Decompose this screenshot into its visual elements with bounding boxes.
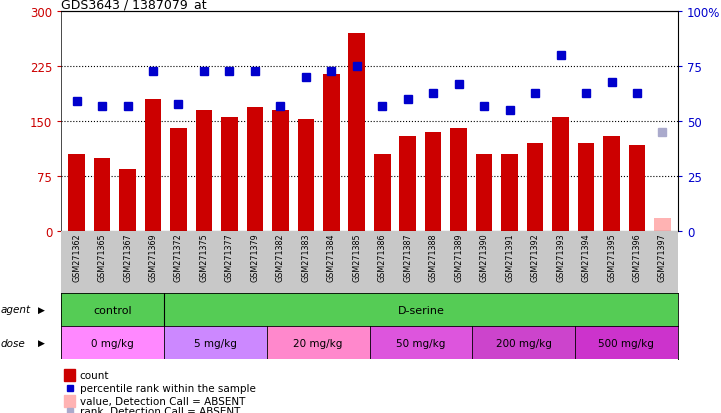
Text: GSM271396: GSM271396 <box>632 233 642 282</box>
Text: 0 mg/kg: 0 mg/kg <box>92 338 134 348</box>
Bar <box>575 326 678 359</box>
Bar <box>164 326 267 359</box>
Bar <box>629 145 645 231</box>
Bar <box>374 154 391 231</box>
Bar <box>472 326 575 359</box>
Text: GSM271362: GSM271362 <box>72 233 81 282</box>
Bar <box>94 158 110 231</box>
Text: control: control <box>93 305 132 315</box>
Text: GSM271392: GSM271392 <box>531 233 539 282</box>
Text: 200 mg/kg: 200 mg/kg <box>496 338 552 348</box>
Bar <box>654 218 671 231</box>
Text: GSM271369: GSM271369 <box>149 233 157 282</box>
Text: 20 mg/kg: 20 mg/kg <box>293 338 342 348</box>
Text: ▶: ▶ <box>37 305 45 314</box>
Bar <box>68 154 85 231</box>
Bar <box>61 326 164 359</box>
Text: GSM271372: GSM271372 <box>174 233 183 282</box>
Bar <box>476 154 492 231</box>
Text: GDS3643 / 1387079_at: GDS3643 / 1387079_at <box>61 0 207 11</box>
Bar <box>119 169 136 231</box>
Text: dose: dose <box>1 338 25 348</box>
Text: GSM271389: GSM271389 <box>454 233 463 282</box>
Text: rank, Detection Call = ABSENT: rank, Detection Call = ABSENT <box>80 406 240 413</box>
Text: GSM271367: GSM271367 <box>123 233 132 282</box>
Text: GSM271382: GSM271382 <box>276 233 285 282</box>
Bar <box>578 144 594 231</box>
Text: GSM271379: GSM271379 <box>250 233 260 282</box>
Text: 5 mg/kg: 5 mg/kg <box>194 338 236 348</box>
Text: ▶: ▶ <box>37 338 45 347</box>
Text: 50 mg/kg: 50 mg/kg <box>397 338 446 348</box>
Text: GSM271390: GSM271390 <box>479 233 489 282</box>
Text: GSM271387: GSM271387 <box>403 233 412 282</box>
Bar <box>64 369 76 381</box>
Text: 500 mg/kg: 500 mg/kg <box>598 338 654 348</box>
Bar <box>195 111 212 231</box>
Bar <box>348 34 365 231</box>
Bar <box>298 120 314 231</box>
Bar <box>323 74 340 231</box>
Text: GSM271395: GSM271395 <box>607 233 616 282</box>
Bar <box>603 136 620 231</box>
Text: GSM271365: GSM271365 <box>97 233 107 282</box>
Bar <box>552 118 569 231</box>
Bar <box>64 395 76 406</box>
Text: GSM271394: GSM271394 <box>582 233 590 282</box>
Text: GSM271391: GSM271391 <box>505 233 514 282</box>
Text: GSM271384: GSM271384 <box>327 233 336 282</box>
Bar <box>425 133 441 231</box>
Text: GSM271393: GSM271393 <box>556 233 565 282</box>
Bar <box>527 144 544 231</box>
Text: GSM271375: GSM271375 <box>200 233 208 282</box>
Text: agent: agent <box>1 305 31 315</box>
Text: D-serine: D-serine <box>397 305 444 315</box>
Text: count: count <box>80 370 110 380</box>
Bar <box>247 107 263 231</box>
Text: GSM271383: GSM271383 <box>301 233 310 282</box>
Bar <box>399 136 416 231</box>
Text: GSM271385: GSM271385 <box>353 233 361 282</box>
Bar <box>221 118 238 231</box>
Text: GSM271386: GSM271386 <box>378 233 386 282</box>
Bar <box>451 129 467 231</box>
Bar <box>145 100 162 231</box>
Text: GSM271377: GSM271377 <box>225 233 234 282</box>
Bar <box>170 129 187 231</box>
Bar <box>501 154 518 231</box>
Bar <box>272 111 288 231</box>
Text: percentile rank within the sample: percentile rank within the sample <box>80 383 256 393</box>
Bar <box>370 326 472 359</box>
Bar <box>267 326 370 359</box>
Text: GSM271388: GSM271388 <box>429 233 438 282</box>
Text: GSM271397: GSM271397 <box>658 233 667 282</box>
Text: value, Detection Call = ABSENT: value, Detection Call = ABSENT <box>80 396 245 406</box>
